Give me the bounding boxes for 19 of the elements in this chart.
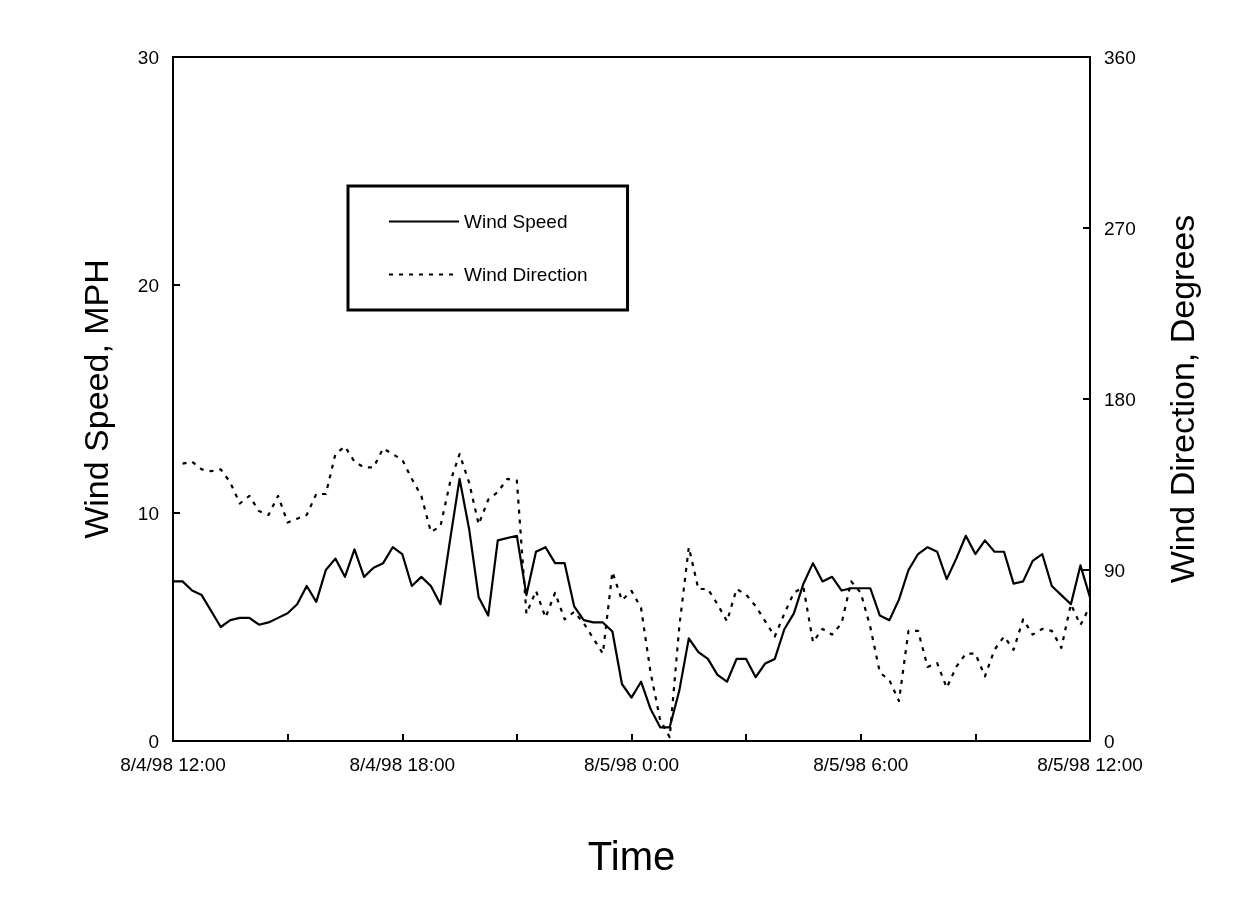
legend-label: Wind Direction [464,264,588,285]
y-tick-label: 10 [137,502,159,524]
x-tick-label: 8/5/98 12:00 [1037,754,1143,775]
x-tick-label: 8/5/98 0:00 [583,754,680,775]
y2-axis-title: Wind Direction, Degrees [1163,214,1201,584]
y2-tick-label: 0 [1104,730,1115,752]
y2-tick-label: 360 [1104,46,1136,68]
y-tick-label: 20 [137,274,159,296]
x-tick-label: 8/4/98 18:00 [349,754,456,775]
x-tick-label: 8/5/98 6:00 [813,754,909,775]
y-axis-title: Wind Speed, MPH [77,259,115,539]
y-tick-label: 0 [148,730,159,752]
legend-label: Wind Speed [464,211,568,232]
y-tick-label: 30 [137,46,159,68]
x-axis-title: Time [587,834,676,878]
y2-tick-label: 90 [1104,559,1126,581]
x-tick-label: 8/4/98 12:00 [120,754,226,775]
y2-tick-label: 180 [1104,388,1136,410]
y2-tick-label: 270 [1104,217,1136,239]
